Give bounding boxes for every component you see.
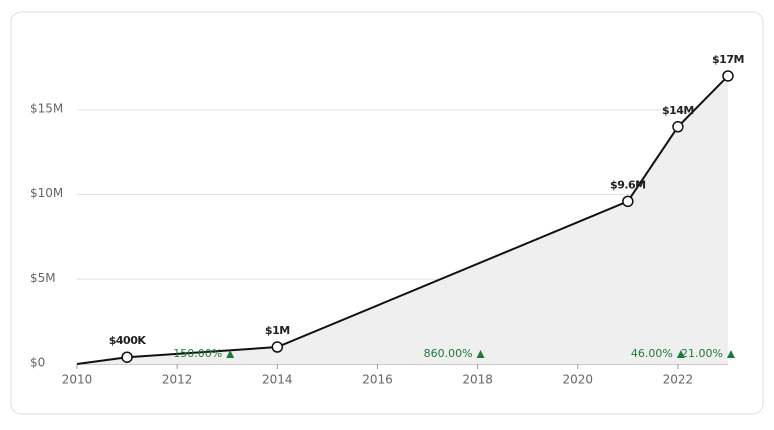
x-tick-label: 2010 [62,373,93,387]
growth-label: 46.00% [631,347,673,360]
growth-label: 860.00% [424,347,473,360]
y-tick-label: $0 [30,356,45,370]
point [271,341,284,353]
value-label: $400K [109,334,147,347]
growth-arrow [726,350,735,358]
x-tick-label: 2018 [462,373,493,387]
value-label: $14M [662,104,694,117]
value-label: $1M [265,324,290,337]
value-label: $17M [712,53,744,66]
x-tick-label: 2022 [663,373,694,387]
area [77,75,728,364]
growth-label: 21.00% [681,347,723,360]
point [722,70,734,82]
y-tick-label: $15M [30,101,63,115]
x-tick-label: 2012 [162,373,193,387]
x-tick-label: 2016 [362,373,393,387]
point [622,195,634,208]
value-label: $9.6M [610,178,646,191]
growth-arrow [476,350,485,358]
x-tick-label: 2014 [262,373,293,387]
line [76,75,729,365]
point [672,121,684,133]
growth-label: 150.00% [173,347,222,360]
x-tick-label: 2020 [562,373,593,387]
y-tick-label: $5M [30,271,56,285]
growth-arrow [226,350,235,358]
y-tick-label: $10M [30,186,63,200]
point [121,351,133,363]
growth-arrow [676,350,685,358]
